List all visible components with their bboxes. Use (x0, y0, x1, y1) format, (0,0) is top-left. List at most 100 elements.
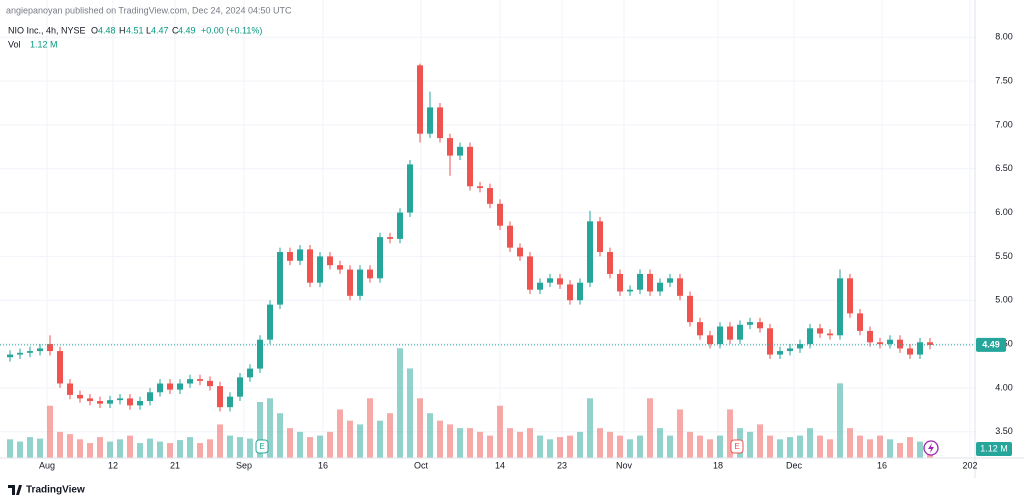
candle-body (677, 278, 683, 296)
candle-body (527, 256, 533, 290)
x-tick-label: 18 (713, 460, 723, 470)
candle-body (317, 256, 323, 283)
volume-bar (897, 443, 903, 458)
candle-body (907, 348, 913, 355)
candle-body (437, 107, 443, 139)
y-tick-label: 7.50 (995, 75, 1013, 85)
volume-bar (97, 437, 103, 458)
candle-body (867, 330, 873, 343)
candle-body (697, 322, 703, 336)
volume-pane (7, 348, 933, 458)
volume-bar (167, 443, 173, 458)
x-tick-label: Dec (786, 460, 803, 470)
event-label: E (259, 442, 264, 451)
x-tick-label: Oct (414, 460, 429, 470)
volume-bar (467, 428, 473, 458)
volume-bar (627, 439, 633, 458)
volume-bar (547, 439, 553, 458)
candle-body (297, 249, 303, 261)
candle-body (477, 186, 483, 189)
volume-bar (317, 435, 323, 458)
volume-bar (277, 413, 283, 458)
candle-body (307, 249, 313, 283)
event-marker (730, 439, 744, 454)
candle-body (617, 273, 623, 292)
candle-body (377, 237, 383, 279)
candle-body (767, 328, 773, 355)
volume-bar (857, 435, 863, 458)
candle-body (857, 313, 863, 331)
volume-bar (197, 443, 203, 458)
candle-body (707, 335, 713, 345)
volume-bar (357, 424, 363, 458)
candle-body (747, 322, 753, 325)
candle-body (557, 278, 563, 285)
volume-bar (487, 435, 493, 458)
candle-body (657, 282, 663, 292)
candle-body (267, 304, 273, 340)
candle-body (127, 398, 133, 406)
candle-body (397, 212, 403, 239)
volume-bar (507, 428, 513, 458)
volume-bar (447, 424, 453, 458)
candle-body (627, 289, 633, 292)
candle-body (137, 401, 143, 406)
candle-body (407, 164, 413, 213)
x-tick-label: 14 (495, 460, 505, 470)
volume-bar (677, 409, 683, 458)
volume-bar (367, 398, 373, 458)
volume-bar (407, 368, 413, 458)
candle-body (717, 326, 723, 345)
volume-bar (177, 440, 183, 458)
volume-bar (7, 439, 13, 458)
candle-body (597, 221, 603, 253)
volume-bar (67, 434, 73, 458)
volume-bar (497, 405, 503, 458)
volume-bar (267, 398, 273, 458)
candle-body (497, 203, 503, 226)
volume-bar (867, 439, 873, 458)
axis: 3.504.004.505.005.506.006.507.007.508.00… (39, 32, 1013, 471)
c-label: C (172, 25, 179, 35)
candle-body (27, 351, 33, 353)
candle-body (757, 322, 763, 329)
candle-body (647, 273, 653, 292)
candle-body (37, 348, 43, 352)
y-tick-label: 8.00 (995, 32, 1013, 42)
volume-bar (397, 348, 403, 458)
volume-bar (427, 413, 433, 458)
candle-body (57, 351, 63, 384)
candle-body (607, 252, 613, 274)
candle-body (827, 333, 833, 336)
candle-body (17, 352, 23, 355)
candle-body (807, 328, 813, 345)
candle-body (187, 379, 193, 384)
y-tick-label: 6.00 (995, 207, 1013, 217)
candle-body (147, 392, 153, 402)
candle-body (217, 386, 223, 408)
candle-body (427, 107, 433, 134)
candle-body (227, 396, 233, 408)
candle-body (287, 252, 293, 261)
symbol: NIO Inc., 4h, NYSE (8, 25, 86, 35)
volume-bar (307, 437, 313, 458)
candle-body (327, 256, 333, 266)
volume-badge-text: 1.12 M (980, 443, 1008, 453)
volume-bar (47, 405, 53, 458)
event-marker (255, 439, 269, 454)
volume-bar (207, 439, 213, 458)
change: +0.00 (+0.11%) (201, 25, 262, 35)
volume-bar (587, 398, 593, 458)
volume-bar (747, 431, 753, 458)
candle-body (347, 269, 353, 296)
l-label: L (146, 25, 151, 35)
volume-badge (976, 442, 1012, 456)
x-tick-label: 12 (108, 460, 118, 470)
candle-body (667, 278, 673, 283)
event-label: E (734, 442, 739, 451)
volume-bar (137, 443, 143, 458)
volume-bar (827, 439, 833, 458)
x-tick-label: 21 (170, 460, 180, 470)
